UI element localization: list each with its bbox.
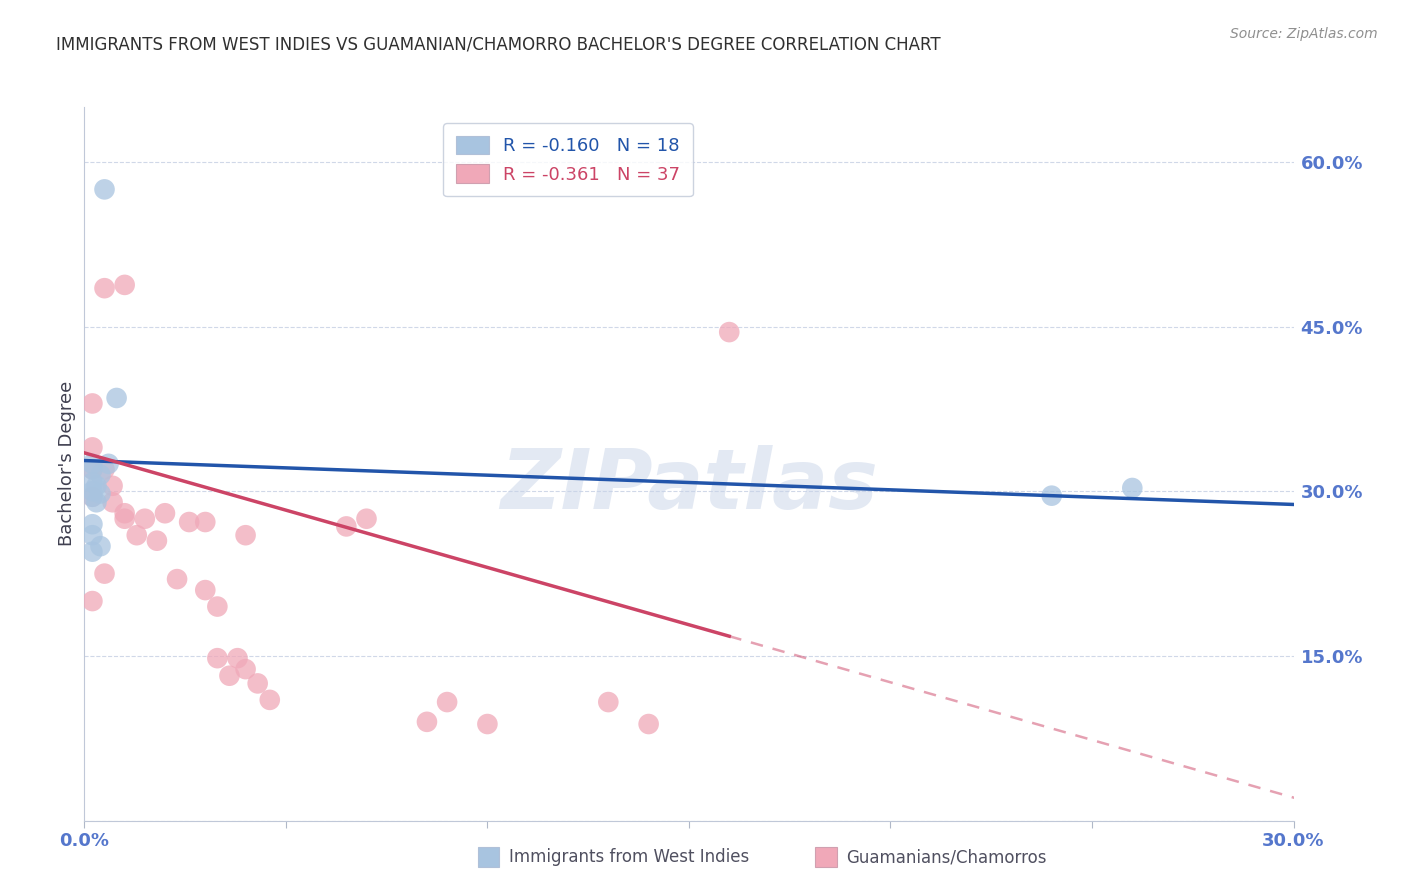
Point [146, 533, 169, 548]
Point [134, 512, 156, 526]
Point [416, 714, 439, 729]
Y-axis label: Bachelor's Degree: Bachelor's Degree [58, 381, 76, 547]
Point [246, 676, 269, 690]
Point [101, 495, 124, 509]
Point [1121, 481, 1143, 495]
Point [93, 182, 115, 196]
Point [166, 572, 188, 586]
Point [235, 528, 257, 542]
Point [89, 486, 111, 500]
Text: ZIPatlas: ZIPatlas [501, 445, 877, 525]
Point [89, 539, 111, 553]
Point [114, 506, 136, 520]
Point [436, 695, 458, 709]
Point [82, 457, 104, 471]
Point [207, 651, 229, 665]
Point [97, 457, 120, 471]
Point [82, 441, 104, 455]
Point [82, 484, 104, 499]
Point [718, 325, 741, 339]
Point [194, 515, 217, 529]
Point [86, 479, 108, 493]
Point [89, 467, 111, 482]
Point [226, 651, 249, 665]
Text: Immigrants from West Indies: Immigrants from West Indies [509, 848, 749, 866]
Point [82, 490, 104, 504]
Point [637, 717, 659, 731]
Point [235, 662, 257, 676]
Point [114, 277, 136, 292]
Point [1040, 489, 1063, 503]
Point [82, 396, 104, 410]
Point [125, 528, 148, 542]
Point [82, 462, 104, 476]
Point [82, 475, 104, 490]
Text: Guamanians/Chamorros: Guamanians/Chamorros [846, 848, 1047, 866]
Point [82, 544, 104, 558]
Point [153, 506, 176, 520]
Legend: R = -0.160   N = 18, R = -0.361   N = 37: R = -0.160 N = 18, R = -0.361 N = 37 [443, 123, 693, 196]
Point [93, 281, 115, 295]
Point [194, 583, 217, 598]
Point [477, 717, 499, 731]
Text: IMMIGRANTS FROM WEST INDIES VS GUAMANIAN/CHAMORRO BACHELOR'S DEGREE CORRELATION : IMMIGRANTS FROM WEST INDIES VS GUAMANIAN… [56, 36, 941, 54]
Point [82, 594, 104, 608]
Point [82, 517, 104, 532]
Point [93, 566, 115, 581]
Point [93, 462, 115, 476]
Point [259, 693, 281, 707]
Point [179, 515, 201, 529]
Text: Source: ZipAtlas.com: Source: ZipAtlas.com [1230, 27, 1378, 41]
Point [105, 391, 128, 405]
Point [114, 512, 136, 526]
Point [207, 599, 229, 614]
Point [82, 462, 104, 476]
Point [82, 528, 104, 542]
Point [86, 495, 108, 509]
Point [218, 669, 240, 683]
Point [598, 695, 620, 709]
Point [101, 479, 124, 493]
Point [82, 490, 104, 504]
Point [335, 519, 357, 533]
Point [356, 512, 378, 526]
